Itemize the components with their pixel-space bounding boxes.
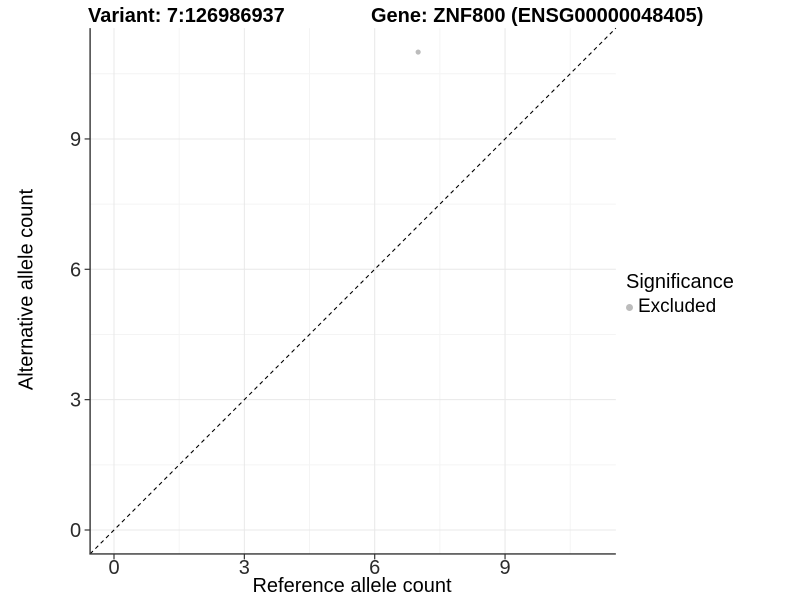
x-tick-label: 9 (499, 557, 510, 579)
identity-dashed-line (89, 27, 617, 555)
plot-title-variant: Variant: 7:126986937 (88, 5, 285, 27)
y-tick-label: 9 (70, 129, 81, 151)
legend-item-excluded: Excluded (626, 296, 734, 318)
y-tick-label: 3 (70, 390, 81, 412)
y-tick-label: 6 (70, 259, 81, 281)
x-tick-label: 0 (108, 557, 119, 579)
y-axis-title: Alternative allele count (15, 188, 38, 391)
legend: Significance Excluded (626, 271, 734, 318)
x-tick-label: 3 (239, 557, 250, 579)
x-axis-title: Reference allele count (252, 575, 452, 597)
excluded-point-icon (626, 303, 633, 311)
data-point (415, 49, 421, 55)
y-tick-label: 0 (70, 520, 81, 542)
legend-title: Significance (626, 271, 734, 293)
plot-title-gene: Gene: ZNF800 (ENSG00000048405) (371, 5, 704, 27)
legend-item-label: Excluded (638, 296, 717, 317)
x-tick-label: 6 (369, 557, 380, 579)
